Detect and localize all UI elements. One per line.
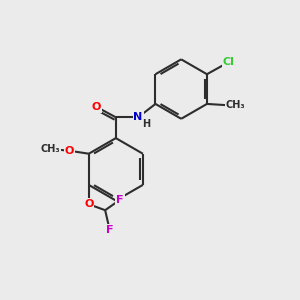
Text: F: F (106, 224, 113, 235)
Text: H: H (142, 119, 151, 129)
Text: N: N (134, 112, 143, 122)
Text: CH₃: CH₃ (225, 100, 245, 110)
Text: O: O (84, 199, 94, 209)
Text: CH₃: CH₃ (40, 144, 60, 154)
Text: O: O (92, 102, 101, 112)
Text: F: F (116, 195, 124, 205)
Text: O: O (65, 146, 74, 156)
Text: Cl: Cl (222, 57, 234, 67)
